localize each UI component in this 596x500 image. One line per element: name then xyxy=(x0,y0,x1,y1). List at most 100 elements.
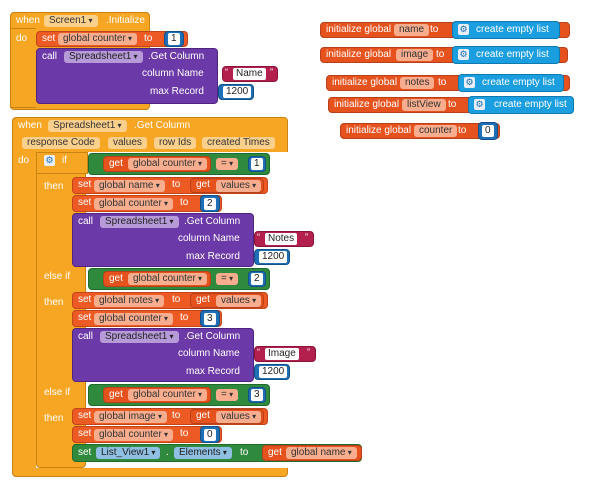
when-label: when xyxy=(16,15,40,26)
compare-value[interactable]: 1 xyxy=(251,158,263,170)
counter-new-value[interactable]: 0 xyxy=(204,429,216,441)
global-name-field[interactable]: name xyxy=(394,24,430,36)
create-empty-list-block[interactable] xyxy=(458,74,564,92)
call-label: call xyxy=(78,216,94,227)
to-label: to xyxy=(172,294,181,305)
global-name-dropdown[interactable]: global name xyxy=(94,180,165,192)
global-name-dropdown[interactable]: global name xyxy=(286,447,357,459)
to-label: to xyxy=(180,428,189,439)
column-name-value[interactable]: Notes xyxy=(265,233,298,245)
if-label: if xyxy=(62,155,67,166)
values-dropdown[interactable]: values xyxy=(216,180,262,192)
to-label: to xyxy=(240,447,249,458)
global-image-dropdown[interactable]: global image xyxy=(94,411,167,423)
spreadsheet1-dropdown[interactable]: Spreadsheet1 xyxy=(64,51,143,63)
close-quote-icon: ” xyxy=(307,347,310,357)
global-counter-field[interactable]: counter xyxy=(414,125,458,137)
counter-init-value[interactable]: 0 xyxy=(482,125,494,137)
equals-operator-dropdown[interactable]: = xyxy=(216,158,239,170)
max-record-label: max Record xyxy=(150,86,204,97)
get-column-method-label: .Get Column xyxy=(148,51,205,62)
dot-separator: . xyxy=(166,447,169,458)
param-response-code[interactable]: response Code xyxy=(22,137,100,149)
screen1-dropdown[interactable]: Screen1 xyxy=(44,15,98,27)
to-label: to xyxy=(436,49,445,60)
counter-var-dropdown[interactable]: global counter xyxy=(94,429,174,441)
else-if-label: else if xyxy=(44,387,71,398)
get-label: get xyxy=(196,410,210,421)
open-quote-icon: “ xyxy=(257,347,260,357)
counter-var-dropdown[interactable]: global counter xyxy=(58,33,138,45)
get-label: get xyxy=(196,294,210,305)
max-record-value[interactable]: 1200 xyxy=(259,366,288,378)
to-label: to xyxy=(430,24,439,35)
list-view1-dropdown[interactable]: List_View1 xyxy=(96,447,161,459)
gear-icon[interactable]: ⚙ xyxy=(458,24,469,35)
counter-var-dropdown[interactable]: global counter xyxy=(128,158,208,170)
counter-new-value[interactable]: 3 xyxy=(204,313,216,325)
compare-value[interactable]: 3 xyxy=(251,389,263,401)
global-notes-dropdown[interactable]: global notes xyxy=(94,295,165,307)
counter-var-dropdown[interactable]: global counter xyxy=(128,273,208,285)
param-created-times[interactable]: created Times xyxy=(202,137,275,149)
to-label: to xyxy=(180,197,189,208)
column-name-value[interactable]: Name xyxy=(233,68,266,80)
then-label: then xyxy=(44,181,64,192)
compare-value[interactable]: 2 xyxy=(251,273,263,285)
call-label: call xyxy=(78,331,94,342)
counter-new-value[interactable]: 2 xyxy=(204,198,216,210)
param-values[interactable]: values xyxy=(108,137,147,149)
column-name-label: column Name xyxy=(178,348,240,359)
max-record-value[interactable]: 1200 xyxy=(223,86,252,98)
counter-var-dropdown[interactable]: global counter xyxy=(94,198,174,210)
to-label: to xyxy=(172,410,181,421)
else-if-label: else if xyxy=(44,271,71,282)
spreadsheet1-dropdown[interactable]: Spreadsheet1 xyxy=(100,331,179,343)
elements-property-dropdown[interactable]: Elements xyxy=(174,447,232,459)
get-label: get xyxy=(268,447,282,458)
global-notes-field[interactable]: notes xyxy=(400,77,435,89)
set-label: set xyxy=(78,428,92,439)
get-label: get xyxy=(109,273,123,284)
get-label: get xyxy=(109,158,123,169)
create-empty-list-block[interactable] xyxy=(452,21,560,39)
counter-value[interactable]: 1 xyxy=(168,33,180,45)
gear-icon[interactable]: ⚙ xyxy=(44,155,55,166)
get-column-method-label: .Get Column xyxy=(184,216,241,227)
get-column-method-label: .Get Column xyxy=(184,331,241,342)
param-row-ids[interactable]: row Ids xyxy=(154,137,197,149)
do-label: do xyxy=(18,155,30,166)
gear-icon[interactable]: ⚙ xyxy=(464,77,475,88)
create-empty-list-block[interactable] xyxy=(452,46,560,64)
values-dropdown[interactable]: values xyxy=(216,411,262,423)
gear-icon[interactable]: ⚙ xyxy=(458,49,469,60)
to-label: to xyxy=(448,99,457,110)
spreadsheet1-dropdown[interactable]: Spreadsheet1 xyxy=(100,216,179,228)
spreadsheet1-event-dropdown[interactable]: Spreadsheet1 xyxy=(48,120,127,132)
set-label: set xyxy=(78,294,92,305)
screen1-initialize-body-arm xyxy=(10,28,36,108)
values-dropdown[interactable]: values xyxy=(216,295,262,307)
column-name-value[interactable]: Image xyxy=(265,348,299,360)
equals-operator-dropdown[interactable]: = xyxy=(216,273,239,285)
to-label: to xyxy=(180,312,189,323)
get-label: get xyxy=(196,179,210,190)
counter-var-dropdown[interactable]: global counter xyxy=(128,389,208,401)
init-global-label: initialize global xyxy=(334,99,400,110)
close-quote-icon: ” xyxy=(270,67,273,77)
global-listview-field[interactable]: listView xyxy=(402,99,446,111)
max-record-label: max Record xyxy=(186,366,240,377)
open-quote-icon: “ xyxy=(257,232,260,242)
max-record-value[interactable]: 1200 xyxy=(259,251,288,263)
initialize-event-label: .Initialize xyxy=(106,15,145,26)
counter-var-dropdown[interactable]: global counter xyxy=(94,313,174,325)
gear-icon[interactable]: ⚙ xyxy=(474,99,485,110)
equals-operator-dropdown[interactable]: = xyxy=(216,389,239,401)
when-label: when xyxy=(18,120,42,131)
get-column-event-label: .Get Column xyxy=(134,120,191,131)
init-global-label: initialize global xyxy=(326,49,392,60)
create-empty-list-block[interactable] xyxy=(468,96,574,114)
global-image-field[interactable]: image xyxy=(396,49,434,61)
call-label: call xyxy=(42,51,58,62)
column-name-label: column Name xyxy=(142,68,204,79)
